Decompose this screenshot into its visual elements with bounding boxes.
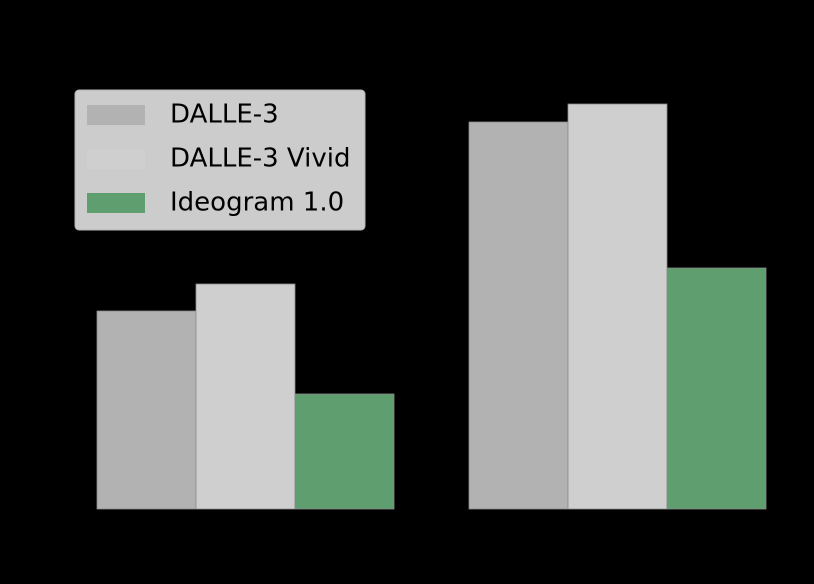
legend-swatch <box>87 149 145 169</box>
legend-box <box>74 89 366 231</box>
legend-label: Ideogram 1.0 <box>170 188 344 218</box>
bar <box>294 393 395 510</box>
bar <box>96 310 197 510</box>
legend-swatch <box>87 193 145 213</box>
bar <box>468 121 569 510</box>
bar <box>195 283 296 510</box>
bar <box>666 267 767 510</box>
legend-label: DALLE-3 <box>170 100 279 130</box>
legend-label: DALLE-3 Vivid <box>170 144 351 174</box>
bar <box>567 103 668 510</box>
legend-swatch <box>87 105 145 125</box>
